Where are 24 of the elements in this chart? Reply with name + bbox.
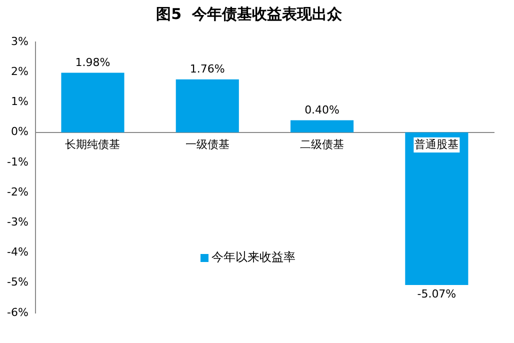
- y-tick-label: 3%: [10, 34, 28, 48]
- text: 1.98%: [75, 56, 110, 70]
- y-tick-label: 1%: [10, 95, 28, 108]
- bar: [290, 120, 354, 132]
- legend-label: 今年以来收益率: [212, 250, 296, 264]
- y-tick-label: -1%: [7, 155, 28, 168]
- y-tick-label: 0%: [10, 125, 28, 138]
- y-tick-label: -5%: [7, 276, 28, 289]
- x-tick-label: 长期纯债基: [65, 138, 120, 151]
- y-tick-label: -3%: [7, 216, 28, 229]
- x-tick-label: 二级债基: [300, 138, 344, 151]
- text: 1.76%: [190, 62, 225, 76]
- bar: [405, 132, 468, 285]
- text: -5.07%: [417, 287, 456, 300]
- y-tick-label: -2%: [7, 185, 28, 198]
- y-tick-label: -4%: [7, 246, 28, 259]
- x-tick-label: 一级债基: [185, 138, 230, 151]
- y-tick-label: 2%: [10, 64, 28, 78]
- y-tick-label: -6%: [7, 306, 28, 319]
- text: 0.40%: [304, 104, 340, 117]
- x-tick-label: 普通股基: [414, 138, 459, 151]
- bar: [176, 79, 239, 132]
- bar: [61, 72, 124, 132]
- chart-title: 图5 今年债基收益表现出众: [156, 4, 343, 23]
